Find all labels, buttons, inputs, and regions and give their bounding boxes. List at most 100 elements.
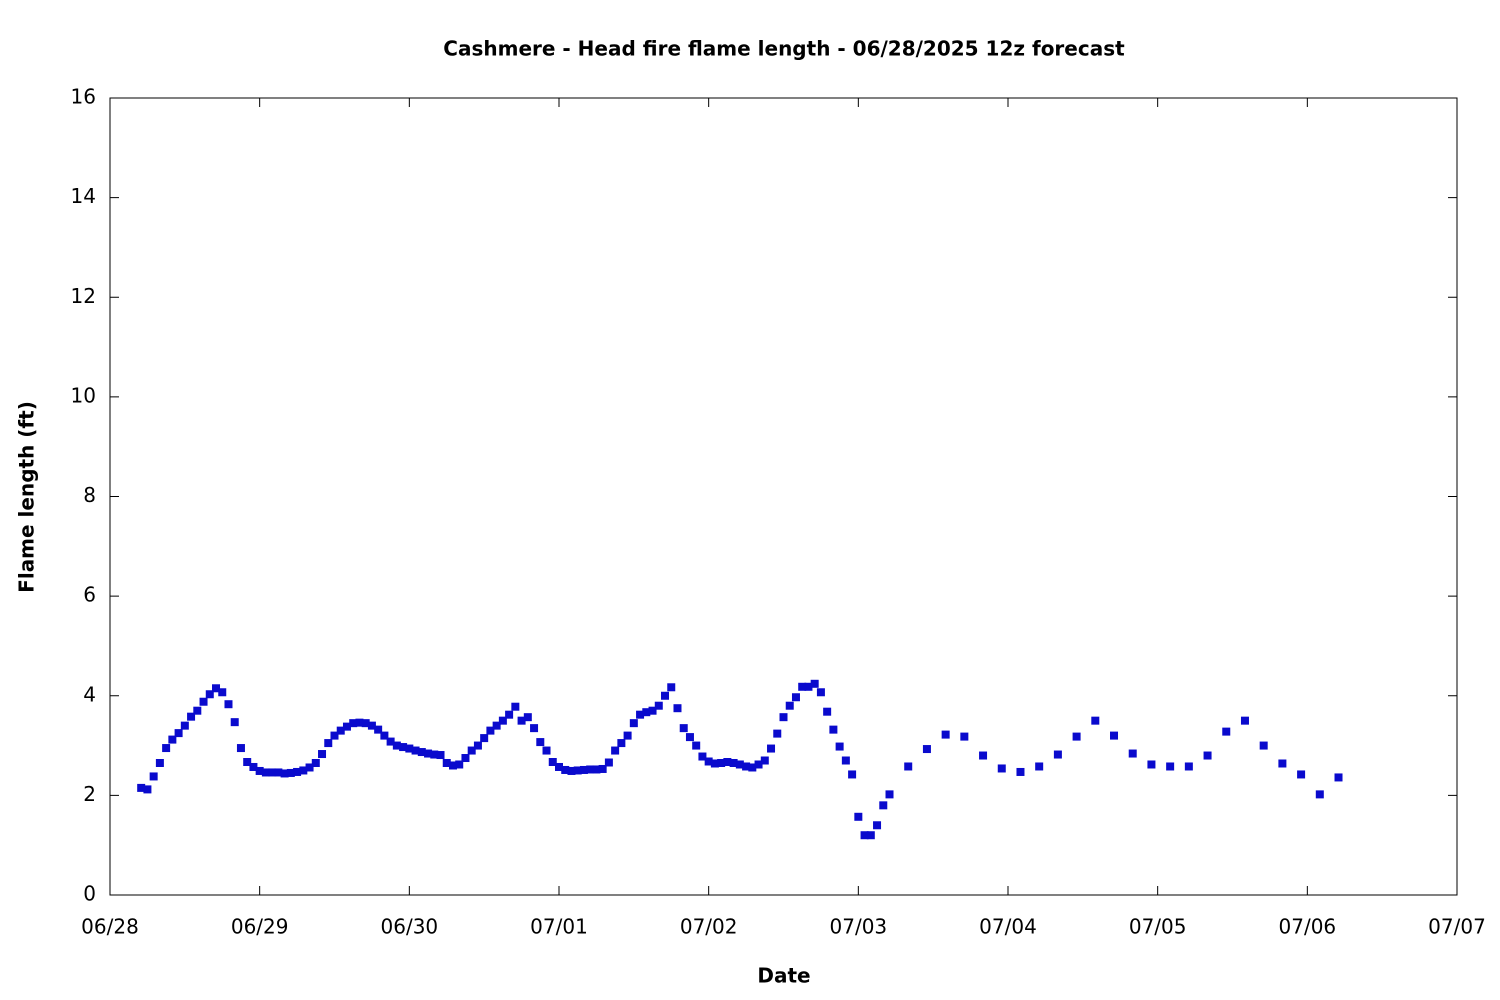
point xyxy=(318,750,327,759)
point xyxy=(1222,727,1231,736)
point xyxy=(193,706,202,715)
x-tick-label: 06/28 xyxy=(81,915,139,939)
point xyxy=(866,831,875,840)
point xyxy=(168,735,177,744)
point xyxy=(717,758,726,767)
point xyxy=(654,701,663,710)
point xyxy=(598,764,607,773)
y-tick-label: 6 xyxy=(83,583,96,607)
point xyxy=(261,768,270,777)
point xyxy=(742,762,751,771)
y-tick-label: 10 xyxy=(71,383,96,407)
point xyxy=(187,712,196,721)
point xyxy=(1184,762,1193,771)
point xyxy=(1240,716,1249,725)
chart-title: Cashmere - Head fire flame length - 06/2… xyxy=(443,37,1125,61)
point xyxy=(442,758,451,767)
point xyxy=(679,724,688,733)
point xyxy=(174,729,183,738)
point xyxy=(760,756,769,765)
point xyxy=(299,766,308,775)
point xyxy=(804,682,813,691)
point xyxy=(779,713,788,722)
point xyxy=(243,758,252,767)
point xyxy=(1110,731,1119,740)
point xyxy=(230,718,239,727)
point xyxy=(791,693,800,702)
x-tick-label: 07/02 xyxy=(680,915,738,939)
point xyxy=(636,710,645,719)
x-tick-label: 06/30 xyxy=(381,915,439,939)
point xyxy=(517,716,526,725)
point xyxy=(829,725,838,734)
point xyxy=(436,751,445,760)
point xyxy=(536,738,545,747)
point xyxy=(735,760,744,769)
point xyxy=(430,750,439,759)
point xyxy=(473,741,482,750)
point xyxy=(286,768,295,777)
point xyxy=(305,763,314,772)
point xyxy=(361,719,370,728)
point xyxy=(380,731,389,740)
point xyxy=(685,733,694,742)
point xyxy=(1035,762,1044,771)
point xyxy=(399,743,408,752)
point xyxy=(692,741,701,750)
point xyxy=(704,757,713,766)
point xyxy=(1315,790,1324,799)
point xyxy=(1128,749,1137,758)
point xyxy=(180,721,189,730)
y-tick-label: 2 xyxy=(83,782,96,806)
point xyxy=(642,708,651,717)
point xyxy=(492,721,501,730)
point xyxy=(617,739,626,748)
point xyxy=(530,724,539,733)
point xyxy=(960,732,969,741)
point xyxy=(342,722,351,731)
point xyxy=(561,765,570,774)
point xyxy=(611,746,620,755)
point xyxy=(274,768,283,777)
point xyxy=(841,756,850,765)
point xyxy=(767,744,776,753)
y-tick-label: 8 xyxy=(83,483,96,507)
point xyxy=(879,801,888,810)
point xyxy=(623,731,632,740)
point xyxy=(324,739,333,748)
point xyxy=(374,725,383,734)
point xyxy=(854,812,863,821)
point xyxy=(573,766,582,775)
point xyxy=(941,730,950,739)
point xyxy=(1297,770,1306,779)
point xyxy=(979,751,988,760)
point xyxy=(1166,762,1175,771)
point xyxy=(997,764,1006,773)
point xyxy=(1091,716,1100,725)
point xyxy=(1016,767,1025,776)
point xyxy=(567,766,576,775)
point xyxy=(511,702,520,711)
point xyxy=(922,745,931,754)
point xyxy=(1334,773,1343,782)
point xyxy=(860,831,869,840)
point xyxy=(411,746,420,755)
point xyxy=(754,760,763,769)
point xyxy=(548,758,557,767)
x-tick-label: 07/07 xyxy=(1428,915,1486,939)
point xyxy=(417,748,426,757)
x-tick-label: 07/04 xyxy=(979,915,1037,939)
point xyxy=(480,734,489,743)
plot-frame xyxy=(109,97,1458,896)
point xyxy=(1203,751,1212,760)
point xyxy=(586,765,595,774)
point xyxy=(542,746,551,755)
point xyxy=(835,742,844,751)
point xyxy=(330,731,339,740)
point xyxy=(143,785,152,794)
point xyxy=(424,749,433,758)
y-tick-label: 4 xyxy=(83,682,96,706)
point xyxy=(268,768,277,777)
